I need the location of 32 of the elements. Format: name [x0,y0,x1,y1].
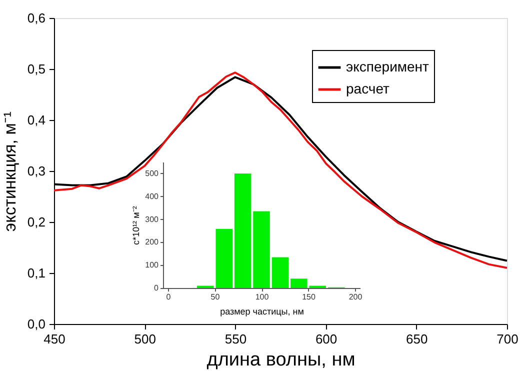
x-tick-label: 600 [315,332,338,346]
y-tick-label: 0,3 [27,164,46,178]
y-tick-label: 0,5 [27,62,46,76]
x-tick-label: 50 [210,292,220,302]
bar [272,257,289,288]
y-axis-title: с*10¹² м⁻² [131,206,142,245]
x-tick-label: 0 [166,292,172,302]
x-tick-label: 100 [255,292,270,302]
y-tick-label: 400 [145,192,160,201]
x-axis-title: размер частицы, нм [220,306,304,316]
y-tick-label: 0,1 [27,266,46,280]
y-tick-label: 0 [154,284,160,292]
legend-label: расчет [346,80,390,96]
legend-label: эксперимент [346,58,430,74]
y-tick-label: 0,4 [27,112,46,128]
x-tick-label: 150 [302,292,316,302]
bar [253,211,270,288]
y-axis-title: экстинкция, м⁻¹ [0,111,20,232]
x-tick-label: 450 [44,332,66,346]
x-tick-label: 700 [496,332,518,346]
x-tick-label: 650 [406,332,428,346]
x-tick-label: 550 [224,332,247,346]
y-tick-label: 200 [145,238,160,247]
x-tick-label: 200 [348,292,363,302]
x-axis-title: длина волны, нм [206,350,356,370]
y-tick-label: 0,2 [27,214,46,230]
y-tick-label: 0,6 [27,10,46,26]
y-tick-label: 300 [145,214,160,224]
y-tick-label: 100 [145,260,160,270]
bar [234,173,252,288]
y-tick-label: 0,0 [27,316,46,332]
y-tick-label: 500 [145,168,160,178]
